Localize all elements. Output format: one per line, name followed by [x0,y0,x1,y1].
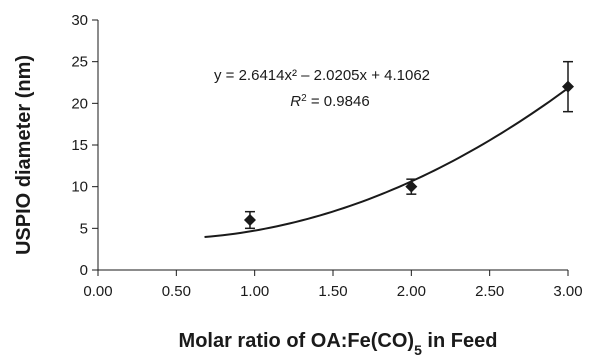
x-axis-title: Molar ratio of OA:Fe(CO)5 in Feed [179,330,498,358]
y-tick-label: 5 [80,220,88,237]
y-tick-label: 0 [80,262,88,279]
x-tick-label: 1.50 [318,283,347,300]
y-tick-label: 20 [71,95,88,112]
data-points [243,60,574,230]
y-tick-label: 10 [71,179,88,196]
r-squared-value: = 0.9846 [307,93,370,110]
x-axis-title-subscript: 5 [414,342,422,358]
r-squared-symbol: R [290,93,301,110]
x-tick-label: 2.00 [397,283,426,300]
equation-label: y = 2.6414x² – 2.0205x + 4.1062 [214,67,430,84]
x-tick-label: 1.00 [240,283,269,300]
y-ticks: 0 5 10 15 20 25 30 [71,12,98,279]
r-squared-label: R2 = 0.9846 [290,93,369,111]
r-squared-superscript: 2 [301,93,307,104]
axes [97,20,568,271]
data-point-diamond [562,80,574,93]
x-tick-label: 2.50 [475,283,504,300]
x-axis-title-main: Molar ratio of OA:Fe(CO) [179,330,415,352]
x-tick-label: 3.00 [553,283,582,300]
data-point-diamond [405,180,418,193]
x-ticks: 0.00 0.50 1.00 1.50 2.00 2.50 3.00 [83,270,583,300]
data-point-diamond [243,214,256,226]
y-axis-title: USPIO diameter (nm) [13,55,35,255]
y-tick-label: 30 [71,12,88,29]
x-tick-label: 0.00 [83,283,112,300]
y-tick-label: 15 [71,137,88,154]
trendline [204,87,569,239]
x-tick-label: 0.50 [162,283,191,300]
y-tick-label: 25 [71,54,88,71]
x-axis-title-tail: in Feed [422,330,498,352]
